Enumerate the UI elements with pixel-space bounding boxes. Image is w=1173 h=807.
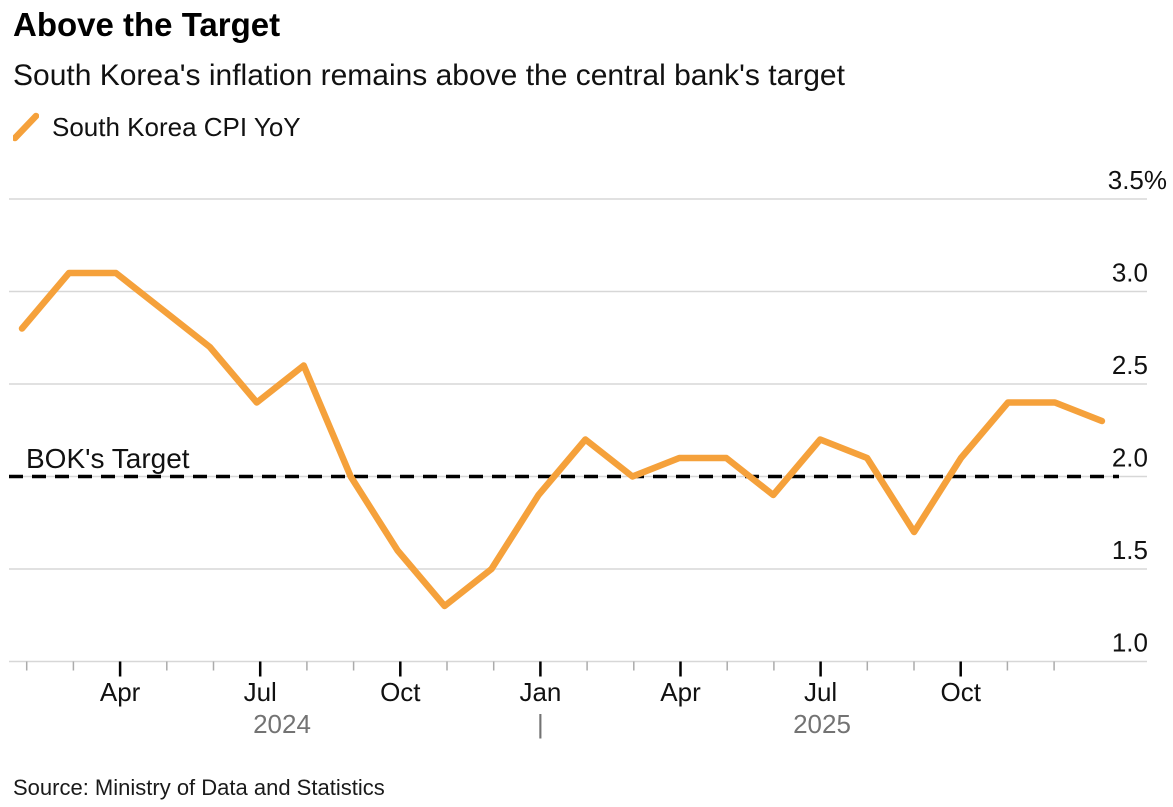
x-axis-month-label: Oct bbox=[380, 677, 421, 707]
target-line-label: BOK's Target bbox=[26, 443, 190, 474]
year-separator: | bbox=[537, 709, 544, 739]
legend: South Korea CPI YoY bbox=[13, 110, 301, 144]
y-axis-label: 2.5 bbox=[1112, 350, 1148, 380]
x-axis-month-label: Jul bbox=[244, 677, 277, 707]
legend-line-icon bbox=[13, 112, 39, 142]
cpi-line-series bbox=[18, 269, 1106, 610]
x-axis-month-label: Apr bbox=[660, 677, 701, 707]
chart-subtitle: South Korea's inflation remains above th… bbox=[13, 59, 845, 92]
y-axis-label: 2.0 bbox=[1112, 443, 1148, 473]
legend-label: South Korea CPI YoY bbox=[52, 111, 301, 142]
y-axis-label: 3.5% bbox=[1108, 165, 1167, 195]
x-axis-month-label: Jan bbox=[519, 677, 561, 707]
x-axis-year-label: 2024 bbox=[253, 709, 311, 739]
x-axis-month-label: Apr bbox=[100, 677, 141, 707]
chart-title: Above the Target bbox=[13, 6, 281, 43]
y-axis-label: 3.0 bbox=[1112, 258, 1148, 288]
x-axis-month-label: Jul bbox=[804, 677, 837, 707]
x-axis-year-label: 2025 bbox=[793, 709, 851, 739]
y-axis-label: 1.5 bbox=[1112, 535, 1148, 565]
source-note: Source: Ministry of Data and Statistics bbox=[13, 775, 385, 800]
y-axis-label: 1.0 bbox=[1112, 628, 1148, 658]
x-axis-month-label: Oct bbox=[940, 677, 981, 707]
